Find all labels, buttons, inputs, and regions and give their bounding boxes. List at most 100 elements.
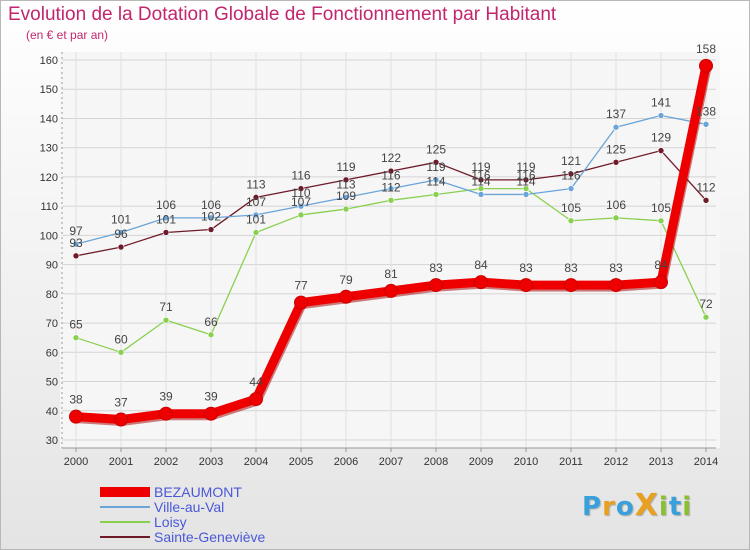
chart-title: Evolution de la Dotation Globale de Fonc… (8, 4, 557, 25)
legend-item: Loisy (100, 514, 400, 530)
data-label-bezaumont: 81 (384, 267, 398, 281)
data-label-loisy: 60 (114, 332, 128, 346)
data-point-bezaumont (474, 275, 488, 290)
data-point-bezaumont (294, 295, 308, 310)
legend-swatch (100, 487, 150, 497)
x-tick-label: 2014 (694, 456, 718, 468)
x-tick-label: 2006 (334, 456, 358, 468)
data-point-bezaumont (429, 278, 443, 293)
y-tick-label: 130 (40, 143, 58, 155)
data-point-ville-au-val (432, 176, 440, 184)
data-label-bezaumont: 79 (339, 273, 353, 287)
data-label-bezaumont: 83 (609, 261, 623, 275)
data-label-bezaumont: 84 (654, 258, 668, 272)
data-label-ville-au-val: 141 (651, 96, 671, 110)
data-point-loisy (162, 316, 170, 324)
legend-swatch (100, 506, 150, 508)
y-tick-label: 160 (40, 55, 58, 67)
data-point-loisy (117, 349, 125, 356)
data-point-loisy (72, 334, 80, 341)
data-label-ville-au-val: 110 (291, 186, 310, 200)
y-tick-label: 50 (46, 377, 58, 389)
y-tick-label: 90 (46, 260, 58, 272)
data-point-sainte-genevi-ve (702, 197, 710, 204)
logo-letter: P (582, 492, 603, 522)
data-point-bezaumont (69, 409, 83, 424)
data-point-sainte-genevi-ve (432, 159, 440, 166)
data-point-ville-au-val (522, 191, 530, 198)
data-label-sainte-genevi-ve: 101 (156, 212, 176, 226)
data-label-sainte-genevi-ve: 119 (336, 160, 355, 174)
data-point-sainte-genevi-ve (387, 167, 395, 175)
data-label-ville-au-val: 106 (201, 198, 221, 212)
data-point-ville-au-val (297, 202, 305, 210)
data-label-bezaumont: 84 (474, 258, 488, 272)
data-point-ville-au-val (342, 194, 350, 201)
data-point-bezaumont (159, 406, 173, 421)
data-label-loisy: 106 (606, 198, 626, 212)
legend-item: BEZAUMONT (100, 484, 400, 500)
data-point-loisy (567, 217, 575, 225)
x-tick-label: 2011 (559, 456, 583, 468)
data-label-loisy: 116 (471, 169, 490, 183)
data-label-loisy: 71 (159, 300, 173, 314)
data-point-bezaumont (384, 283, 398, 298)
data-label-sainte-genevi-ve: 113 (246, 177, 265, 191)
x-tick-label: 2000 (64, 456, 88, 468)
data-point-sainte-genevi-ve (657, 147, 665, 154)
data-label-bezaumont: 83 (429, 261, 443, 275)
data-label-bezaumont: 83 (564, 261, 578, 275)
data-label-bezaumont: 158 (696, 42, 716, 56)
data-point-ville-au-val (162, 214, 170, 222)
data-point-sainte-genevi-ve (72, 252, 80, 260)
data-label-bezaumont: 39 (159, 390, 173, 404)
data-point-ville-au-val (207, 214, 215, 222)
data-label-bezaumont: 39 (204, 390, 218, 404)
data-label-bezaumont: 44 (249, 375, 263, 389)
y-tick-label: 60 (46, 347, 58, 359)
data-point-loisy (702, 313, 710, 321)
logo-letter: X (634, 488, 659, 523)
data-point-loisy (612, 214, 620, 222)
data-point-sainte-genevi-ve (297, 185, 305, 192)
legend-label: Ville-au-Val (154, 499, 225, 515)
data-point-bezaumont (249, 392, 263, 407)
data-label-loisy: 105 (651, 201, 671, 215)
proxiti-logo: ProXiti (582, 488, 692, 523)
data-point-sainte-genevi-ve (162, 229, 170, 236)
y-tick-label: 40 (46, 406, 58, 418)
data-point-ville-au-val (567, 185, 575, 192)
data-label-sainte-genevi-ve: 102 (201, 210, 221, 224)
data-label-ville-au-val: 97 (69, 224, 83, 238)
data-label-loisy: 112 (381, 180, 400, 194)
data-point-bezaumont (609, 278, 623, 293)
x-tick-label: 2002 (154, 456, 178, 468)
data-label-loisy: 105 (561, 201, 581, 215)
x-tick-label: 2005 (289, 456, 313, 468)
data-label-ville-au-val: 138 (696, 104, 716, 118)
legend-item: Ville-au-Val (100, 499, 400, 515)
data-point-bezaumont (114, 412, 128, 427)
data-label-bezaumont: 77 (294, 279, 308, 293)
data-point-ville-au-val (477, 191, 485, 198)
y-tick-label: 100 (40, 230, 58, 242)
data-label-loisy: 72 (699, 297, 713, 311)
data-point-loisy (432, 191, 440, 198)
data-point-sainte-genevi-ve (117, 243, 125, 251)
legend-swatch (100, 521, 150, 523)
y-tick-label: 80 (46, 289, 58, 301)
data-label-sainte-genevi-ve: 121 (561, 154, 581, 168)
data-label-loisy: 109 (336, 189, 356, 203)
data-label-loisy: 66 (204, 315, 218, 329)
y-tick-label: 120 (40, 172, 58, 184)
data-label-sainte-genevi-ve: 116 (291, 169, 310, 183)
data-label-sainte-genevi-ve: 93 (69, 236, 83, 250)
data-point-bezaumont (519, 278, 533, 293)
data-label-ville-au-val: 137 (606, 107, 626, 121)
y-tick-label: 70 (46, 318, 58, 330)
y-tick-label: 140 (40, 113, 58, 125)
data-point-sainte-genevi-ve (567, 170, 575, 178)
data-label-ville-au-val: 114 (516, 174, 535, 188)
line-chart: 30 40 50 60 70 80 90 100 110 120 130 140 150 160 2000 2… (40, 42, 720, 468)
data-point-bezaumont (654, 275, 668, 290)
